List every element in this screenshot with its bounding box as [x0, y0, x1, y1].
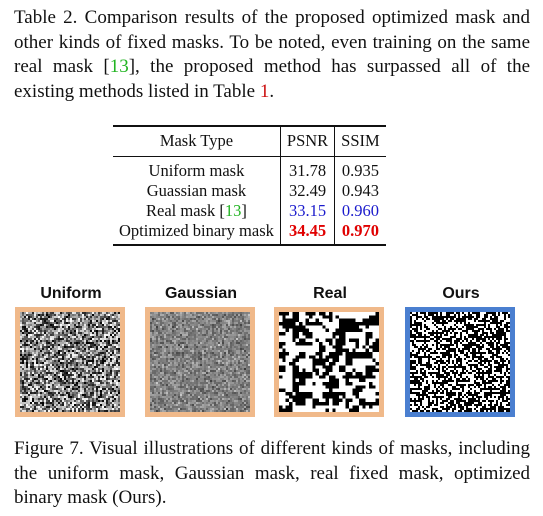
table-caption: Table 2. Comparison results of the propo… [14, 6, 530, 104]
cell-psnr: 31.78 [279, 156, 335, 181]
cell-mask: Optimized binary mask [113, 221, 281, 246]
cell-ssim: 0.943 [334, 181, 386, 201]
table-reference-link[interactable]: 1 [259, 80, 270, 102]
caption-text: Table 2. Comparison results of the propo… [14, 7, 530, 77]
gaussian-mask-image [145, 307, 255, 417]
cell-mask: Uniform mask [148, 161, 245, 180]
citation-link[interactable]: 13 [224, 201, 242, 220]
cell-psnr: 34.45 [279, 221, 335, 246]
caption-text: . [269, 80, 275, 102]
header-ssim: SSIM [334, 125, 386, 157]
caption-text: ], the proposed method has surpassed all… [14, 56, 531, 102]
cell-mask: Real mask [13] [113, 201, 280, 221]
table-row: Optimized binary mask 34.45 0.970 [113, 221, 386, 246]
label-ours: Ours [442, 285, 480, 302]
label-uniform: Uniform [40, 285, 102, 302]
cell-mask: Guassian mask [146, 181, 247, 200]
ours-mask-image [405, 307, 515, 417]
label-gaussian: Gaussian [164, 285, 238, 302]
table-row: Real mask [13] 33.15 0.960 [113, 201, 386, 221]
cell-ssim: 0.970 [334, 221, 386, 246]
table-row: Guassian mask 32.49 0.943 [113, 181, 386, 201]
header-mask-type: Mask Type [113, 125, 281, 157]
table-row: Uniform mask 31.78 0.935 [113, 156, 386, 181]
cell-psnr: 33.15 [279, 201, 335, 221]
cell-ssim: 0.935 [334, 156, 386, 181]
uniform-mask-image [15, 307, 125, 417]
table-header-row: Mask Type PSNR SSIM [113, 125, 386, 157]
mask-name: Real mask [ [146, 201, 225, 220]
figure-caption: Figure 7. Visual illustrations of differ… [14, 438, 530, 508]
citation-link[interactable]: 13 [109, 56, 129, 77]
cell-ssim: 0.960 [334, 201, 386, 221]
real-mask-image [274, 307, 384, 417]
comparison-table: Mask Type PSNR SSIM Uniform mask 31.78 0… [113, 125, 386, 246]
header-psnr: PSNR [279, 125, 335, 157]
mask-name-suffix: ] [241, 201, 247, 220]
cell-psnr: 32.49 [279, 181, 335, 201]
label-real: Real [313, 285, 347, 302]
